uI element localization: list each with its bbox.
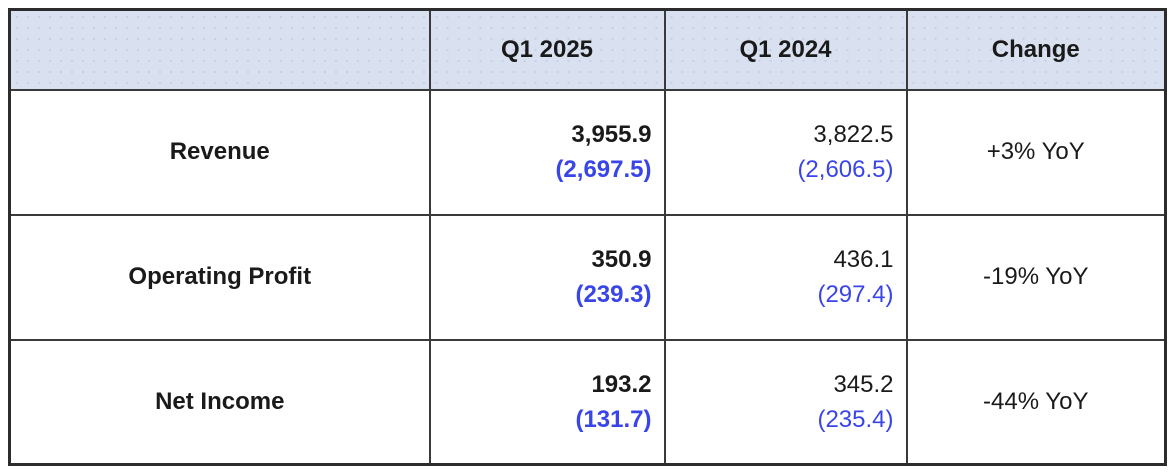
row-label-operating-profit: Operating Profit [8, 213, 431, 341]
net-income-q1-2024-cell: 345.2 (235.4) [663, 338, 908, 466]
header-cell-q1-2024: Q1 2024 [663, 8, 908, 91]
table-row-operating-profit: Operating Profit 350.9 (239.3) 436.1 (29… [8, 213, 1167, 341]
operating-profit-q1-2025-primary-value: 350.9 [591, 246, 652, 273]
financial-results-table: Q1 2025 Q1 2024 Change Revenue 3,955.9 (… [8, 8, 1167, 466]
operating-profit-q1-2024-cell: 436.1 (297.4) [663, 213, 908, 341]
net-income-q1-2025-primary-value: 193.2 [591, 370, 652, 398]
revenue-q1-2025-secondary-value: (2,697.5) [555, 156, 652, 183]
row-label-revenue: Revenue [8, 88, 431, 216]
operating-profit-q1-2024-secondary-value: (297.4) [817, 281, 894, 308]
operating-profit-q1-2025-cell: 350.9 (239.3) [428, 213, 666, 341]
table-row-revenue: Revenue 3,955.9 (2,697.5) 3,822.5 (2,606… [8, 88, 1167, 216]
net-income-q1-2024-primary-value: 345.2 [833, 370, 894, 398]
operating-profit-q1-2024-primary-value: 436.1 [833, 246, 894, 273]
row-label-net-income: Net Income [8, 338, 431, 466]
header-cell-q1-2025: Q1 2025 [428, 8, 666, 91]
operating-profit-q1-2025-secondary-value: (239.3) [575, 281, 652, 308]
revenue-q1-2025-primary-value: 3,955.9 [571, 121, 652, 148]
table-header-row: Q1 2025 Q1 2024 Change [8, 8, 1167, 91]
net-income-q1-2025-cell: 193.2 (131.7) [428, 338, 666, 466]
revenue-change-value: +3% YoY [905, 88, 1167, 216]
header-cell-metric [8, 8, 431, 91]
revenue-q1-2024-secondary-value: (2,606.5) [797, 156, 894, 183]
revenue-q1-2024-primary-value: 3,822.5 [813, 121, 894, 148]
header-cell-change: Change [905, 8, 1167, 91]
net-income-q1-2025-secondary-value: (131.7) [575, 405, 652, 433]
operating-profit-change-value: -19% YoY [905, 213, 1167, 341]
net-income-change-value: -44% YoY [905, 338, 1167, 466]
table-row-net-income: Net Income 193.2 (131.7) 345.2 (235.4) -… [8, 338, 1167, 466]
net-income-q1-2024-secondary-value: (235.4) [817, 405, 894, 433]
revenue-q1-2024-cell: 3,822.5 (2,606.5) [663, 88, 908, 216]
revenue-q1-2025-cell: 3,955.9 (2,697.5) [428, 88, 666, 216]
